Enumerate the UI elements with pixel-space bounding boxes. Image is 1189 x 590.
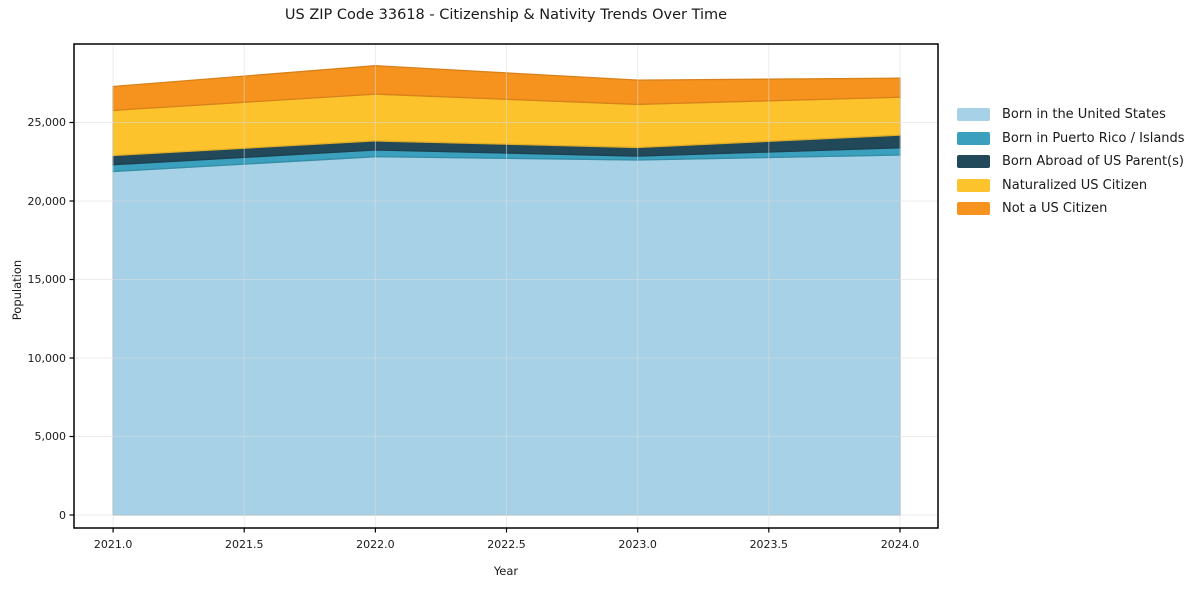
legend-item-not-a-us-citizen: Not a US Citizen [957,201,1185,216]
legend-item-naturalized-us-citizen: Naturalized US Citizen [957,177,1185,193]
legend-item-born-abroad-of-us-parent-s: Born Abroad of US Parent(s) [957,154,1185,169]
y-tick-label: 10,000 [27,351,67,365]
legend-label: Not a US Citizen [1002,201,1108,216]
legend-swatch-icon [957,108,990,121]
legend-label: Born in the United States [1002,107,1166,122]
y-axis-label: Population [10,259,24,321]
legend-label: Born Abroad of US Parent(s) [1002,154,1184,169]
y-tick-label: 15,000 [27,273,67,286]
y-tick-label: 0 [59,508,66,522]
x-axis-label: Year [493,564,519,578]
legend-swatch-icon [957,155,990,168]
y-tick-label: 5,000 [34,430,67,443]
x-tick-label: 2021.5 [224,538,264,551]
x-tick-label: 2022.0 [356,538,395,551]
x-tick-label: 2023.0 [618,538,657,551]
legend-item-born-in-puerto-rico-islands: Born in Puerto Rico / Islands [957,130,1185,146]
x-tick-label: 2024.0 [880,538,920,551]
y-tick-label: 25,000 [27,116,67,129]
legend-item-born-in-the-united-states: Born in the United States [957,107,1185,122]
legend-swatch-icon [957,178,990,192]
chart-title: US ZIP Code 33618 - Citizenship & Nativi… [284,7,728,23]
x-tick-label: 2021.0 [93,538,133,551]
legend: Born in the United States Born in Puerto … [957,107,1185,226]
legend-swatch-icon [957,131,990,145]
legend-label: Born in Puerto Rico / Islands [1002,130,1185,146]
x-tick-label: 2022.5 [487,538,526,551]
legend-label: Naturalized US Citizen [1002,177,1148,193]
x-tick-label: 2023.5 [749,538,789,551]
legend-swatch-icon [957,202,990,215]
y-tick-label: 20,000 [27,194,67,208]
